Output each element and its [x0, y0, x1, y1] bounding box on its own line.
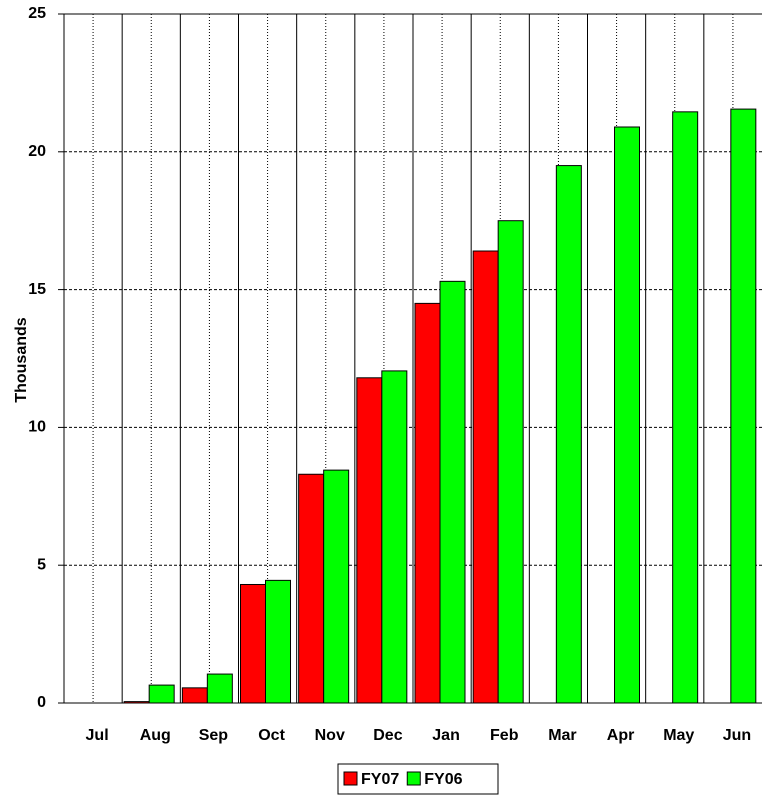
x-tick-label: Mar: [548, 727, 576, 744]
x-tick-label: Nov: [315, 727, 345, 744]
y-tick-label: 25: [28, 5, 46, 22]
bar: [381, 370, 408, 704]
x-tick-label: Oct: [258, 727, 285, 744]
y-axis-label: Thousands: [13, 317, 30, 402]
bar: [265, 579, 291, 704]
bar: [206, 673, 233, 704]
x-tick-label: Jan: [432, 727, 460, 744]
y-tick-label: 10: [28, 419, 46, 436]
x-tick-label: Aug: [140, 727, 171, 744]
legend-swatch: [406, 771, 421, 786]
x-tick-label: Feb: [490, 727, 519, 744]
bar: [298, 473, 325, 704]
bar: [555, 165, 582, 704]
y-tick-label: 5: [37, 556, 46, 573]
y-tick-label: 20: [28, 143, 46, 160]
bar: [323, 469, 350, 704]
x-tick-label: Dec: [373, 727, 402, 744]
bar: [497, 220, 524, 704]
bar: [730, 108, 757, 704]
x-tick-label: Sep: [199, 727, 229, 744]
bar: [414, 302, 441, 704]
legend-label: FY06: [424, 771, 462, 788]
x-tick-label: Apr: [607, 727, 635, 744]
bar: [439, 280, 466, 704]
x-tick-label: Jun: [723, 727, 751, 744]
bar: [181, 687, 208, 704]
bar: [672, 111, 699, 704]
bar: [123, 701, 150, 704]
bar: [472, 250, 499, 704]
y-tick-label: 15: [28, 281, 46, 298]
bar: [148, 684, 175, 704]
bar: [356, 377, 383, 704]
x-tick-label: Jul: [86, 727, 109, 744]
x-tick-label: May: [663, 727, 694, 744]
y-tick-label: 0: [37, 694, 46, 711]
bar: [614, 126, 640, 704]
legend-swatch: [343, 771, 358, 786]
bar: [240, 583, 266, 704]
legend-label: FY07: [361, 771, 399, 788]
